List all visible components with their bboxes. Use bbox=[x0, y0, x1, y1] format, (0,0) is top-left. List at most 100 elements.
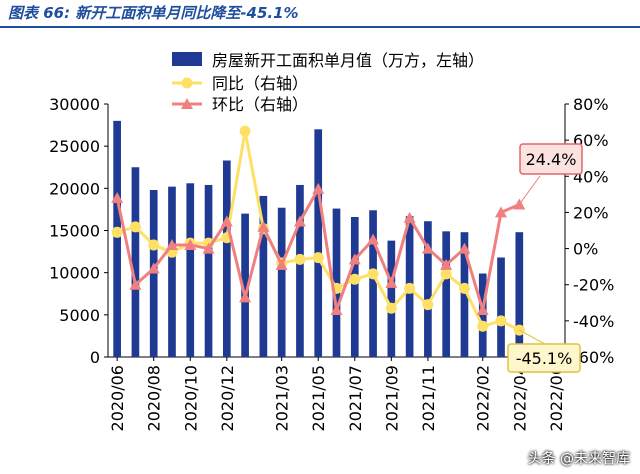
mom-point-2021/03 bbox=[275, 258, 288, 270]
mom-point-2020/10 bbox=[184, 238, 197, 250]
yoy-point-2020/08 bbox=[148, 239, 160, 251]
x-tick-label: 2021/07 bbox=[346, 365, 365, 431]
right-tick-label: 0% bbox=[573, 240, 598, 259]
left-tick-label: 15000 bbox=[49, 222, 100, 241]
mom-point-2021/08 bbox=[367, 233, 380, 245]
bar-2021/11 bbox=[424, 221, 432, 357]
left-tick-label: 5000 bbox=[59, 306, 100, 325]
right-tick-label: -60% bbox=[573, 348, 614, 367]
bar-2022/04 bbox=[515, 232, 524, 357]
yoy-point-2021/01 bbox=[239, 125, 251, 137]
bar-2021/04 bbox=[296, 184, 304, 357]
yoy-point-2022/03 bbox=[495, 315, 507, 327]
yoy-point-2022/02 bbox=[477, 320, 489, 332]
legend-marker-yoy bbox=[181, 77, 193, 89]
mom-point-2020/12 bbox=[220, 215, 233, 227]
figure-title: 图表 66: 新开工面积单月同比降至-45.1% bbox=[8, 4, 299, 22]
right-tick-label: 80% bbox=[573, 95, 609, 114]
mom-callout-leader bbox=[518, 175, 541, 205]
x-tick-label: 2021/11 bbox=[419, 365, 438, 431]
x-tick-label: 2022/04 bbox=[510, 365, 529, 431]
bar-2020/06 bbox=[113, 120, 121, 357]
bar-2021/07 bbox=[350, 217, 359, 357]
bar-2021/01 bbox=[241, 213, 249, 357]
yoy-point-2021/11 bbox=[422, 299, 434, 311]
mom-point-2020/06 bbox=[111, 191, 124, 203]
left-tick-label: 10000 bbox=[49, 264, 100, 283]
bar-2021/12 bbox=[442, 231, 451, 357]
right-tick-label: -20% bbox=[573, 276, 614, 295]
left-tick-label: 30000 bbox=[49, 95, 100, 114]
right-tick-label: 20% bbox=[573, 203, 609, 222]
legend-label-yoy: 同比（右轴） bbox=[212, 74, 308, 93]
mom-callout-box bbox=[519, 143, 583, 175]
yoy-point-2021/05 bbox=[312, 252, 324, 264]
yoy-point-2021/09 bbox=[385, 302, 397, 314]
mom-point-2022/03 bbox=[495, 206, 508, 218]
bar-2022/03 bbox=[497, 257, 505, 357]
legend-marker-mom bbox=[181, 98, 193, 109]
mom-point-2021/06 bbox=[330, 304, 343, 316]
x-tick-label: 2020/12 bbox=[218, 365, 237, 431]
x-tick-label: 2021/03 bbox=[273, 365, 292, 431]
legend-label-bar: 房屋新开工面积单月值（万方，左轴） bbox=[212, 51, 484, 70]
legend-label-mom: 环比（右轴） bbox=[212, 95, 308, 114]
mom-point-2021/12 bbox=[440, 258, 453, 270]
x-tick-label: 2021/09 bbox=[382, 365, 401, 431]
x-tick-label: 2020/08 bbox=[145, 365, 164, 431]
yoy-point-2020/06 bbox=[111, 226, 123, 238]
x-tick-label: 2021/05 bbox=[309, 365, 328, 431]
yoy-point-2021/10 bbox=[404, 282, 416, 294]
yoy-point-2020/07 bbox=[129, 221, 141, 233]
bar-2021/03 bbox=[277, 207, 286, 357]
left-tick-label: 0 bbox=[90, 348, 100, 367]
bar-2021/06 bbox=[332, 208, 341, 357]
left-tick-label: 25000 bbox=[49, 137, 100, 156]
yoy-callout-leader bbox=[519, 329, 546, 345]
x-tick-label: 2022/02 bbox=[474, 365, 493, 431]
bar-2022/01 bbox=[460, 232, 469, 357]
mom-point-2021/05 bbox=[312, 182, 325, 194]
bar-2021/02 bbox=[259, 195, 268, 357]
mom-point-2021/04 bbox=[293, 215, 306, 227]
mom-point-2021/02 bbox=[257, 220, 270, 232]
yoy-point-2021/12 bbox=[440, 268, 452, 280]
yoy-callout-box bbox=[507, 343, 581, 373]
mom-point-2021/09 bbox=[385, 276, 398, 288]
yoy-point-2022/01 bbox=[458, 282, 470, 294]
bar-2020/09 bbox=[168, 186, 176, 357]
legend-swatch-bar bbox=[172, 52, 202, 66]
bar-2020/08 bbox=[149, 190, 158, 357]
yoy-callout-label: -45.1% bbox=[516, 349, 573, 368]
yoy-point-2021/04 bbox=[294, 253, 306, 265]
mom-point-2020/07 bbox=[129, 278, 142, 290]
watermark: 头条 @未来智库 bbox=[527, 451, 630, 467]
bar-2020/10 bbox=[186, 183, 195, 357]
yoy-point-2021/07 bbox=[349, 273, 361, 285]
left-tick-label: 20000 bbox=[49, 179, 100, 198]
bar-2021/09 bbox=[387, 240, 396, 357]
bar-2020/12 bbox=[222, 160, 231, 357]
yoy-point-2021/08 bbox=[367, 268, 379, 280]
bar-2021/05 bbox=[314, 129, 323, 357]
x-tick-label: 2020/06 bbox=[108, 365, 127, 431]
right-tick-label: -40% bbox=[573, 312, 614, 331]
mom-point-2022/02 bbox=[476, 304, 489, 316]
bar-2021/08 bbox=[369, 210, 377, 357]
mom-callout-label: 24.4% bbox=[526, 150, 577, 169]
bar-2020/07 bbox=[131, 167, 140, 357]
mom-point-2020/09 bbox=[165, 238, 178, 250]
mom-point-2022/01 bbox=[458, 242, 471, 254]
mom-point-2021/11 bbox=[421, 242, 434, 254]
mom-point-2021/07 bbox=[348, 253, 361, 265]
bar-2020/11 bbox=[204, 184, 213, 357]
mom-point-2020/11 bbox=[202, 242, 215, 254]
mom-point-2020/08 bbox=[147, 262, 160, 274]
x-tick-label: 2022/06 bbox=[547, 365, 566, 431]
x-tick-label: 2020/10 bbox=[181, 365, 200, 431]
bar-2022/02 bbox=[478, 273, 487, 357]
mom-point-2021/10 bbox=[403, 211, 416, 223]
title-rule bbox=[0, 26, 640, 28]
mom-point-2021/01 bbox=[239, 291, 252, 303]
